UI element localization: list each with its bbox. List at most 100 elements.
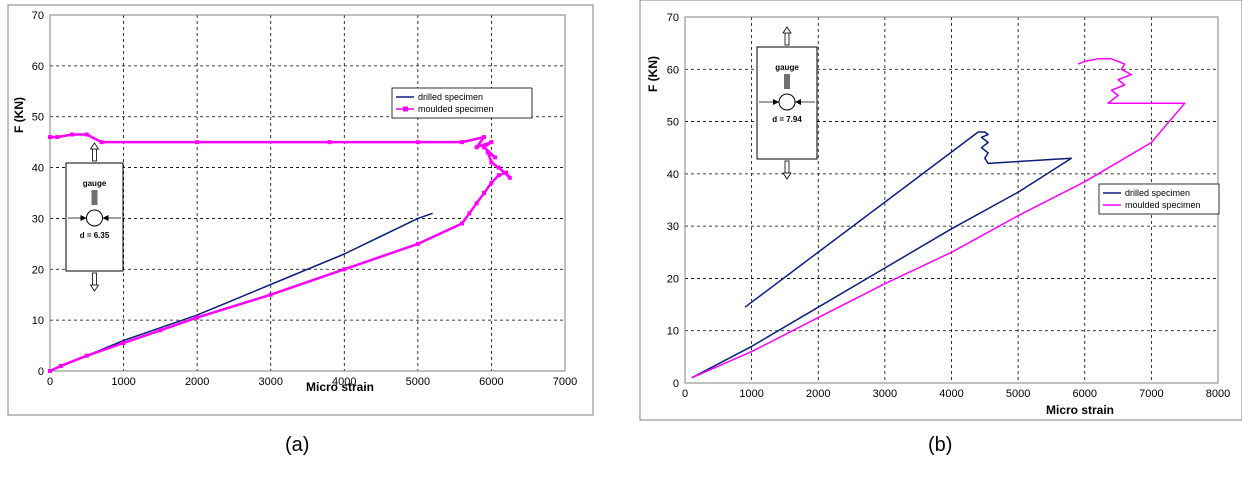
specimen-inset: gauge d = 7.94: [756, 26, 818, 180]
legend: drilled specimen moulded specimen: [1098, 183, 1220, 215]
data-point: [482, 191, 487, 195]
data-point: [467, 211, 472, 216]
x-tick-label: 2000: [806, 388, 830, 400]
strain-gauge-icon: [91, 190, 98, 205]
data-point: [474, 145, 479, 150]
legend-marker: [403, 106, 408, 112]
specimen-inset: gauge d = 6.35: [65, 142, 124, 292]
x-tick-label: 8000: [1206, 388, 1230, 400]
data-point: [99, 140, 104, 145]
load-arrow-shaft: [784, 32, 790, 46]
series-moulded: [691, 58, 1186, 379]
x-axis-title: Micro strain: [1046, 403, 1114, 417]
data-point: [460, 140, 464, 145]
data-point: [482, 135, 487, 140]
y-tick-label: 0: [673, 378, 679, 390]
data-point: [482, 145, 487, 150]
y-tick-label: 40: [667, 169, 679, 181]
series-drilled: [691, 131, 1073, 379]
y-tick-label: 20: [32, 264, 44, 276]
data-point: [507, 175, 512, 180]
data-point: [158, 328, 163, 333]
arrow-up-icon: [782, 26, 792, 34]
data-point: [48, 369, 52, 373]
data-point: [195, 315, 200, 320]
chart-a-svg: 0 1000 2000 3000 4000 5000 6000 7000 0 10 20 30 40 50…: [7, 4, 594, 416]
x-tick-label: 2000: [185, 376, 209, 388]
data-point: [84, 353, 89, 358]
data-point: [342, 267, 347, 272]
legend-label: drilled specimen: [418, 92, 483, 102]
legend-label: moulded specimen: [418, 104, 494, 114]
y-tick-label: 60: [32, 61, 44, 73]
y-tick-label: 10: [667, 326, 679, 338]
x-tick-label: 4000: [939, 388, 963, 400]
chart-frame: [639, 0, 1242, 421]
data-point: [327, 140, 332, 145]
y-tick-label: 50: [667, 117, 679, 129]
caption-b: (b): [928, 434, 953, 456]
data-point: [195, 140, 200, 145]
hole-diameter-label: d = 6.35: [80, 231, 110, 240]
y-tick-label: 40: [32, 163, 44, 175]
chart-b-svg: 0 1000 2000 3000 4000 5000 6000 7000 8000 0 10 20 30…: [639, 0, 1242, 421]
legend-label: drilled specimen: [1125, 188, 1190, 198]
chart-frame: [7, 4, 594, 416]
y-tick-label: 70: [667, 12, 679, 24]
load-arrow-shaft: [784, 160, 790, 174]
y-axis-title: F (KN): [646, 56, 660, 92]
data-point: [496, 165, 501, 170]
legend-label: moulded specimen: [1125, 200, 1201, 210]
y-tick-label: 60: [667, 64, 679, 76]
data-point: [84, 132, 89, 137]
x-tick-label: 3000: [258, 376, 282, 388]
load-arrow-shaft: [92, 148, 97, 162]
data-point: [474, 201, 479, 206]
data-point: [485, 150, 490, 155]
arrow-right-icon: [80, 215, 87, 221]
data-point: [489, 180, 494, 185]
data-point: [504, 170, 509, 175]
y-tick-label: 10: [32, 315, 44, 327]
y-tick-label: 70: [32, 10, 44, 22]
data-point: [415, 241, 420, 246]
data-point: [489, 160, 494, 165]
y-axis-title: F (KN): [12, 97, 26, 133]
y-tick-label: 20: [667, 273, 679, 285]
load-arrow-shaft: [92, 272, 97, 286]
arrow-left-icon: [795, 99, 801, 105]
x-tick-label: 4000: [332, 376, 356, 388]
y-tick-label: 0: [38, 366, 44, 378]
legend: drilled specimen moulded specimen: [391, 87, 533, 119]
series-line: [691, 131, 1073, 379]
x-tick-label: 1000: [739, 388, 763, 400]
data-point: [460, 221, 464, 226]
plot-area: [50, 15, 565, 371]
strain-gauge-icon: [784, 74, 790, 89]
x-axis-title: Micro strain: [306, 380, 374, 394]
caption-a: (a): [285, 434, 310, 456]
data-point: [48, 135, 52, 140]
y-tick-label: 50: [32, 112, 44, 124]
x-tick-label: 7000: [1139, 388, 1163, 400]
legend-box: [1098, 183, 1220, 215]
arrow-down-icon: [782, 172, 792, 180]
data-point: [489, 140, 494, 145]
data-point: [121, 341, 126, 346]
data-point: [493, 155, 498, 160]
x-tick-label: 6000: [479, 376, 503, 388]
x-tick-label: 0: [682, 388, 688, 400]
series-moulded: [48, 132, 512, 373]
x-tick-label: 5000: [406, 376, 430, 388]
plot-border: [49, 14, 566, 372]
x-tick-label: 7000: [553, 376, 577, 388]
data-point: [496, 173, 501, 178]
legend-box: [391, 87, 533, 119]
data-point: [415, 140, 420, 145]
x-tick-label: 6000: [1073, 388, 1097, 400]
x-tick-label: 3000: [873, 388, 897, 400]
chart-panel-b: 0 1000 2000 3000 4000 5000 6000 7000 8000 0 10 20 30…: [639, 0, 1242, 421]
chart-panel-a: 0 1000 2000 3000 4000 5000 6000 7000 0 10 20 30 40 50…: [0, 0, 600, 420]
y-tick-label: 30: [667, 221, 679, 233]
hole-icon: [86, 209, 103, 227]
